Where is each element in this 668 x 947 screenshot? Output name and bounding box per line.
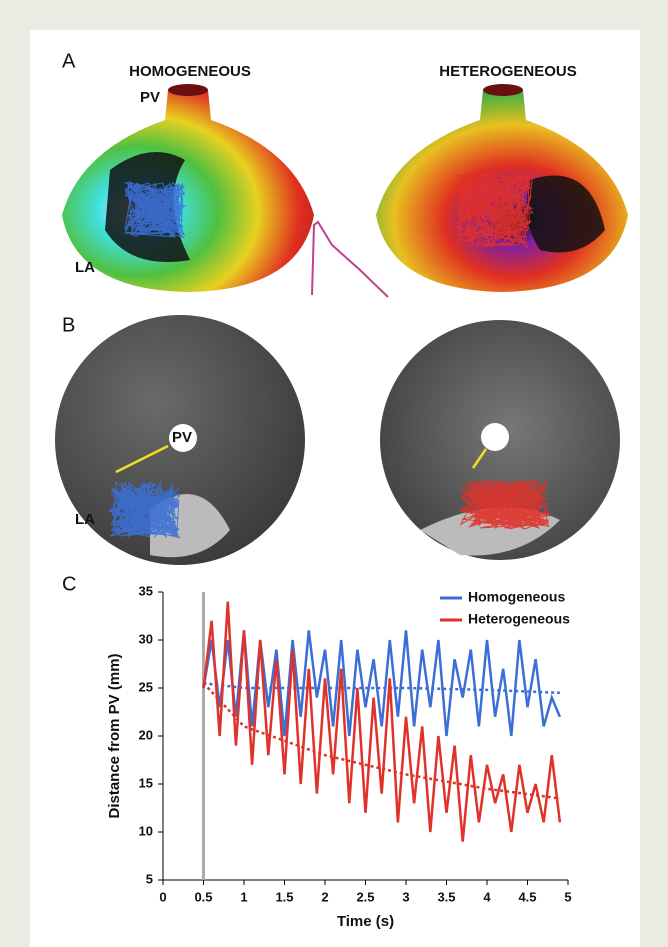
region-label: LA bbox=[75, 511, 95, 528]
distance-arrow bbox=[471, 448, 488, 469]
x-axis-label: Time (s) bbox=[337, 913, 394, 930]
x-tick-label: 4.5 bbox=[518, 889, 536, 904]
vein-opening bbox=[481, 423, 509, 451]
x-tick-label: 3 bbox=[402, 889, 409, 904]
panel-title: HOMOGENEOUS bbox=[129, 63, 251, 80]
trajectory-group bbox=[108, 479, 551, 539]
y-tick-label: 30 bbox=[139, 631, 153, 646]
panel-label: B bbox=[62, 314, 75, 336]
y-tick-label: 35 bbox=[139, 583, 153, 598]
legend-label: Homogeneous bbox=[468, 589, 565, 605]
x-tick-label: 4 bbox=[483, 889, 491, 904]
region-label: PV bbox=[172, 429, 192, 446]
y-tick-label: 20 bbox=[139, 727, 153, 742]
x-tick-label: 2 bbox=[321, 889, 328, 904]
panel-title: HETEROGENEOUS bbox=[439, 63, 577, 80]
x-tick-label: 0.5 bbox=[194, 889, 212, 904]
legend-label: Heterogeneous bbox=[468, 611, 570, 627]
region-label: PV bbox=[140, 89, 160, 106]
y-tick-label: 5 bbox=[146, 871, 153, 886]
y-tick-label: 25 bbox=[139, 679, 153, 694]
x-tick-label: 2.5 bbox=[356, 889, 374, 904]
y-tick-label: 15 bbox=[139, 775, 153, 790]
trajectory bbox=[458, 479, 551, 530]
panel-label: C bbox=[62, 573, 76, 595]
x-tick-label: 3.5 bbox=[437, 889, 455, 904]
trend-line bbox=[203, 681, 560, 695]
region-label: LA bbox=[75, 259, 95, 276]
trajectory bbox=[124, 180, 186, 239]
vein-opening bbox=[483, 84, 523, 96]
chart: 5 10 15 20 25 30 35 0 0.5 1 1.5 2 2.5 3 3.5 4 4.5 5 Time (… bbox=[106, 583, 572, 930]
x-tick-label: 5 bbox=[564, 889, 571, 904]
trajectory bbox=[456, 171, 534, 249]
trajectory bbox=[108, 480, 181, 539]
panel-label: A bbox=[62, 50, 76, 72]
map-region bbox=[150, 494, 230, 558]
distance-arrow bbox=[115, 444, 169, 474]
vein-opening bbox=[169, 424, 197, 452]
wave-front bbox=[526, 175, 605, 253]
x-tick-label: 1 bbox=[240, 889, 247, 904]
x-tick-label: 1.5 bbox=[275, 889, 293, 904]
trajectory-group bbox=[124, 171, 534, 249]
x-tick-label: 0 bbox=[159, 889, 166, 904]
data-line bbox=[202, 601, 562, 842]
y-axis-label: Distance from PV (mm) bbox=[106, 653, 123, 818]
vein-opening bbox=[168, 84, 208, 96]
trend-line bbox=[202, 682, 561, 800]
y-tick-label: 10 bbox=[139, 823, 153, 838]
action-potential-trace bbox=[311, 220, 389, 298]
